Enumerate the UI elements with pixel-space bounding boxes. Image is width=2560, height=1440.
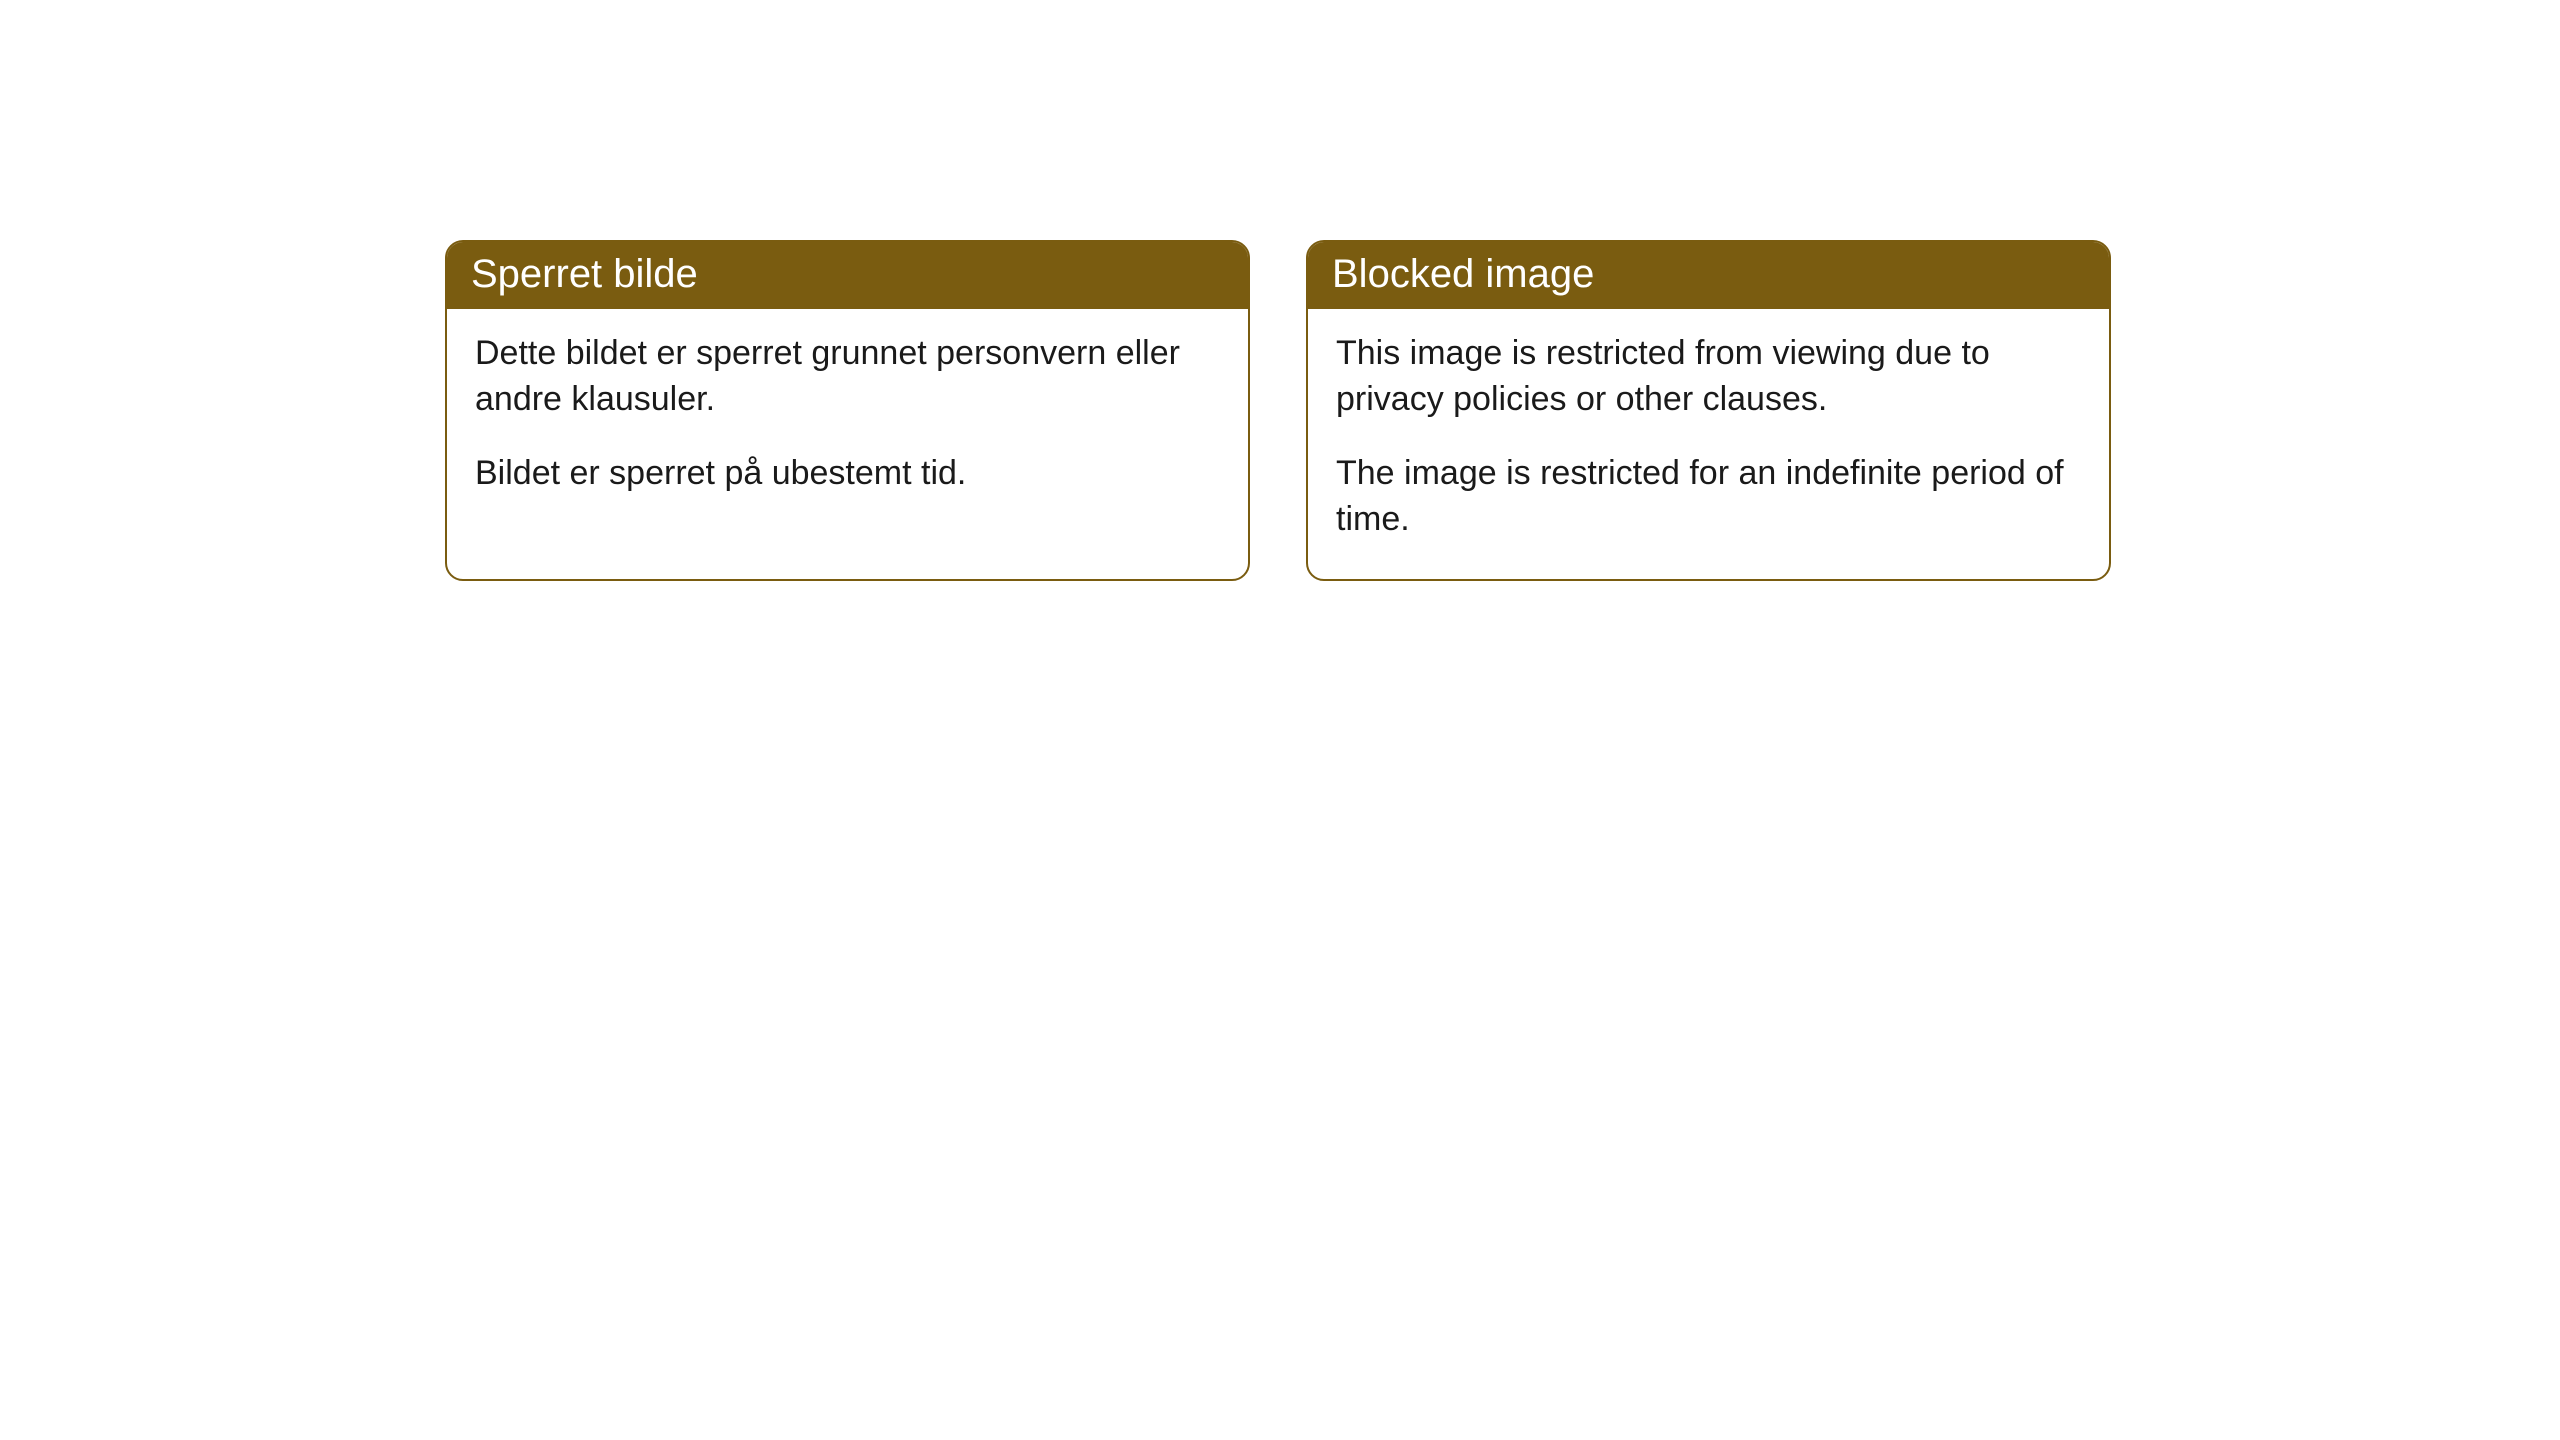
cards-container: Sperret bilde Dette bildet er sperret gr… — [0, 0, 2560, 581]
card-paragraph: Bildet er sperret på ubestemt tid. — [475, 451, 1220, 497]
card-header: Blocked image — [1308, 242, 2109, 309]
card-paragraph: This image is restricted from viewing du… — [1336, 331, 2081, 423]
card-body: This image is restricted from viewing du… — [1308, 309, 2109, 579]
card-title: Sperret bilde — [471, 252, 698, 296]
card-paragraph: The image is restricted for an indefinit… — [1336, 451, 2081, 543]
card-body: Dette bildet er sperret grunnet personve… — [447, 309, 1248, 533]
card-header: Sperret bilde — [447, 242, 1248, 309]
card-title: Blocked image — [1332, 252, 1594, 296]
notice-card-english: Blocked image This image is restricted f… — [1306, 240, 2111, 581]
card-paragraph: Dette bildet er sperret grunnet personve… — [475, 331, 1220, 423]
notice-card-norwegian: Sperret bilde Dette bildet er sperret gr… — [445, 240, 1250, 581]
